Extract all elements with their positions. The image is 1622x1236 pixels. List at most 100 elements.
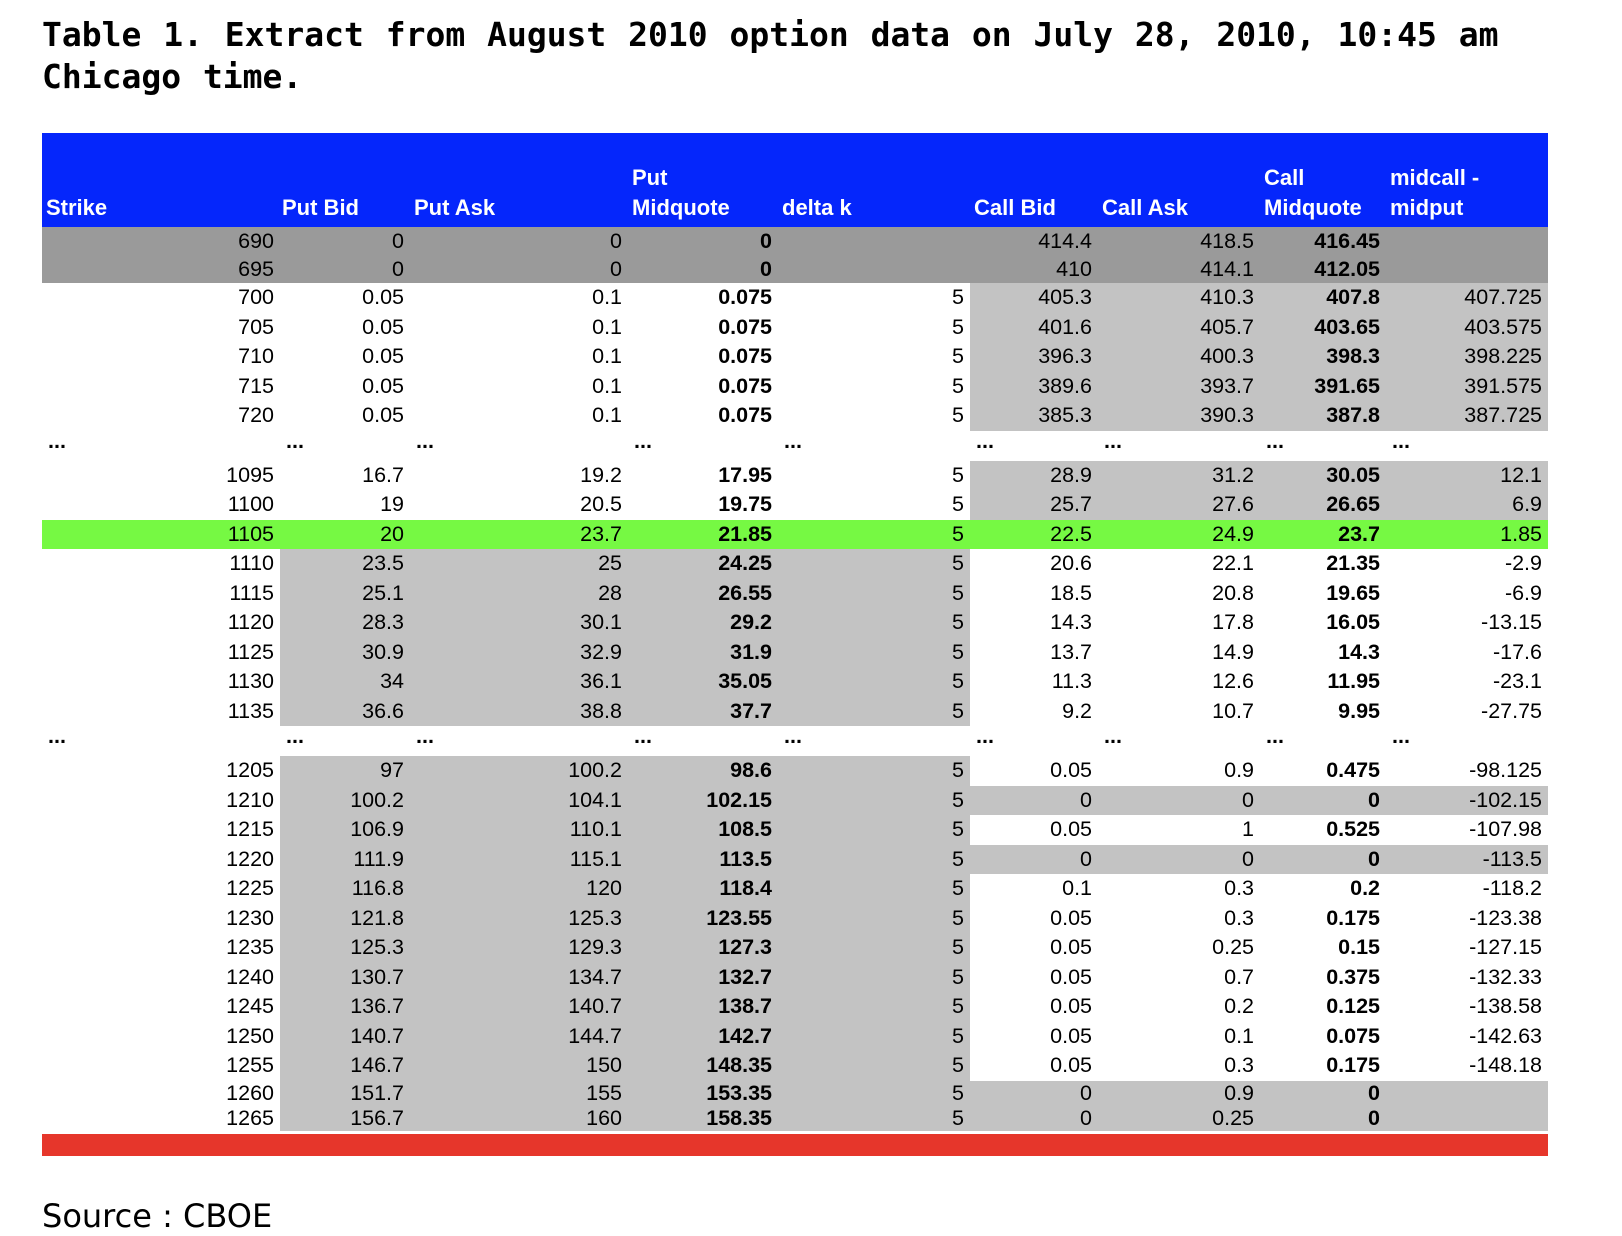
cell-call-midquote: 9.95 [1338, 698, 1380, 723]
cell-call-ask: 0 [1098, 785, 1260, 815]
cell-midcall-minus-midput [1386, 255, 1548, 283]
cell-call-midquote: ... [1266, 430, 1284, 453]
cell-delta-k: 5 [778, 992, 970, 1022]
cell-call-ask: 1 [1242, 817, 1254, 841]
cell-delta-k [778, 227, 970, 255]
header-delta-k: delta k [782, 193, 852, 223]
cell-delta-k: 5 [778, 815, 970, 845]
cell-put-bid: 28.3 [280, 608, 410, 638]
cell-call-midquote: 0.2 [1350, 876, 1380, 900]
header-put-bid: Put Bid [282, 193, 359, 223]
header-line2: Call Ask [1102, 195, 1189, 220]
cell-strike: 1110 [229, 551, 274, 575]
cell-put-midquote: 0.075 [718, 373, 772, 398]
header-call-ask: Call Ask [1102, 193, 1188, 223]
table-row: 1110 23.5 25 24.25 5 20.6 22.1 21.35 -2.9 [42, 549, 1548, 579]
cell-call-midquote: 0 [1260, 844, 1386, 874]
cell-strike: 1230 [226, 905, 274, 930]
cell-strike: 1125 [227, 639, 274, 664]
cell-call-ask: 0.9 [1098, 1080, 1260, 1106]
cell-strike: 715 [238, 373, 274, 398]
cell-put-ask: 125.3 [410, 903, 628, 933]
cell-delta-k [778, 255, 970, 283]
cell-call-bid: 14.3 [1050, 610, 1092, 634]
cell-put-ask: 155 [410, 1080, 628, 1106]
cell-call-midquote: 0.15 [1338, 935, 1380, 959]
cell-call-midquote: 19.65 [1326, 580, 1380, 605]
cell-call-bid: 9.2 [1062, 698, 1092, 723]
cell-strike: 1235 [226, 935, 274, 959]
cell-strike: 1130 [227, 669, 274, 693]
header-put-ask: Put Ask [414, 193, 495, 223]
cell-put-midquote: 17.95 [718, 462, 772, 487]
cell-put-bid: 121.8 [280, 903, 410, 933]
cell-put-bid: 20 [280, 519, 410, 549]
cell-put-bid: 0.05 [362, 373, 404, 398]
cell-strike: 1210 [226, 787, 274, 812]
header-line2: Put Bid [282, 195, 359, 220]
cell-midcall-minus-midput: -132.33 [1469, 964, 1542, 989]
cell-put-ask: 0.1 [592, 344, 622, 368]
header-midcall-minus-midput: midcall - midput [1390, 163, 1479, 223]
cell-midcall-minus-midput: -142.63 [1469, 1023, 1542, 1048]
table-row: 715 0.05 0.1 0.075 5 389.6 393.7 391.65 391.575 [42, 371, 1548, 401]
table-row: 1225 116.8 120 118.4 5 0.1 0.3 0.2 -118.2 [42, 874, 1548, 904]
cell-put-bid: 97 [280, 756, 410, 786]
cell-put-ask: 134.7 [410, 962, 628, 992]
cell-call-bid: 20.6 [1050, 551, 1092, 575]
cell-put-ask: ... [416, 430, 434, 453]
cell-put-bid: 0.05 [362, 314, 404, 339]
header-strike: Strike [46, 193, 107, 223]
cell-put-midquote: 35.05 [628, 667, 778, 697]
cell-put-midquote: 113.5 [628, 844, 778, 874]
cell-put-bid: 34 [280, 667, 410, 697]
ellipsis-row: ........................... [42, 431, 1548, 461]
cell-put-midquote: 98.6 [628, 756, 778, 786]
cell-call-midquote: 416.45 [1260, 227, 1386, 255]
cell-delta-k: 5 [952, 403, 964, 427]
cell-delta-k: ... [784, 726, 802, 748]
cell-call-ask: ... [1104, 430, 1122, 453]
cell-put-ask: ... [416, 726, 434, 748]
table-row: 1255 146.7 150 148.35 5 0.05 0.3 0.175 -148.18 [42, 1051, 1548, 1081]
cell-put-bid: 156.7 [280, 1105, 410, 1131]
cell-put-midquote: 108.5 [628, 815, 778, 845]
table-row: 1245 136.7 140.7 138.7 5 0.05 0.2 0.125 -138.58 [42, 992, 1548, 1022]
cell-put-bid: 140.7 [280, 1021, 410, 1051]
cell-midcall-minus-midput: -6.9 [1504, 580, 1542, 605]
table-row: 1265 156.7 160 158.35 5 0 0.25 0 [42, 1105, 1548, 1131]
cell-call-ask: 31.2 [1098, 460, 1260, 490]
cell-call-midquote: 0.075 [1326, 1023, 1380, 1048]
cell-midcall-minus-midput: 1.85 [1386, 519, 1548, 549]
cell-call-ask: 410.3 [1098, 283, 1260, 313]
cell-call-bid: 385.3 [970, 401, 1098, 431]
cell-call-ask: 20.8 [1212, 580, 1254, 605]
cell-delta-k: 5 [778, 696, 970, 726]
cell-call-midquote: 23.7 [1260, 519, 1386, 549]
cell-midcall-minus-midput: -138.58 [1469, 994, 1542, 1018]
cell-call-bid: 401.6 [970, 312, 1098, 342]
cell-call-ask: 0.9 [1224, 758, 1254, 782]
cell-midcall-minus-midput: 391.575 [1386, 371, 1548, 401]
cell-call-bid: 0 [970, 1080, 1098, 1106]
table-row: 1120 28.3 30.1 29.2 5 14.3 17.8 16.05 -13.15 [42, 608, 1548, 638]
header-line2: Midquote [632, 195, 730, 220]
cell-strike: 1105 [42, 519, 280, 549]
cell-put-ask: 32.9 [410, 637, 628, 667]
cell-midcall-minus-midput: -2.9 [1504, 551, 1542, 575]
cell-call-midquote: 0 [1260, 785, 1386, 815]
cell-put-ask: 129.3 [410, 933, 628, 963]
header-put-midquote: Put Midquote [632, 163, 730, 223]
table-row: 1210 100.2 104.1 102.15 5 0 0 0 -102.15 [42, 785, 1548, 815]
cell-put-ask: 23.7 [410, 519, 628, 549]
table-row: 1130 34 36.1 35.05 5 11.3 12.6 11.95 -23.1 [42, 667, 1548, 697]
cell-put-bid: 16.7 [362, 462, 404, 487]
cell-call-midquote: 403.65 [1260, 312, 1386, 342]
cell-delta-k: 5 [778, 519, 970, 549]
cell-strike: 700 [238, 285, 274, 309]
cell-delta-k: 5 [952, 373, 964, 398]
cell-midcall-minus-midput: 387.725 [1386, 401, 1548, 431]
cell-delta-k: 5 [778, 608, 970, 638]
cell-call-ask: 10.7 [1212, 698, 1254, 723]
cell-put-bid: 23.5 [280, 549, 410, 579]
